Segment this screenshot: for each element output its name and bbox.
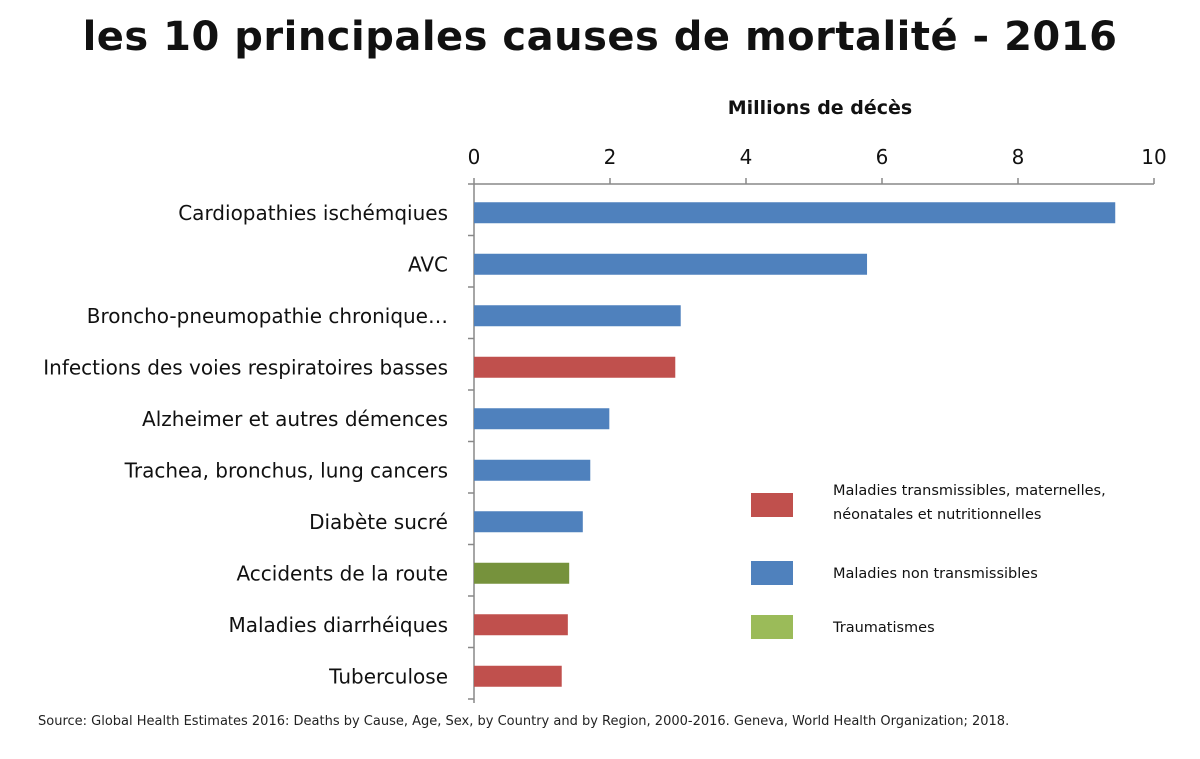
bar	[474, 562, 570, 584]
x-tick-label: 0	[468, 145, 481, 169]
legend-swatch	[751, 561, 793, 585]
x-tick-label: 6	[876, 145, 889, 169]
x-tick-label: 10	[1141, 145, 1166, 169]
legend-swatch	[751, 493, 793, 517]
bar	[474, 459, 591, 481]
legend-label: Maladies non transmissibles	[833, 566, 1038, 582]
bar	[474, 665, 562, 687]
x-tick-label: 8	[1012, 145, 1025, 169]
category-label: Broncho-pneumopathie chronique…	[87, 304, 448, 328]
legend-swatch	[751, 615, 793, 639]
category-label: Alzheimer et autres démences	[142, 407, 448, 431]
chart-title: les 10 principales causes de mortalité -…	[82, 14, 1118, 60]
bar	[474, 253, 868, 275]
bar	[474, 614, 568, 636]
legend-label: Traumatismes	[832, 620, 935, 636]
category-label: Cardiopathies ischémqiues	[178, 201, 448, 225]
category-label: Maladies diarrhéiques	[228, 613, 448, 637]
source-note: Source: Global Health Estimates 2016: De…	[38, 714, 1010, 729]
category-label: Accidents de la route	[236, 561, 448, 585]
category-label: Diabète sucré	[309, 510, 448, 534]
bar	[474, 356, 676, 378]
category-label: Infections des voies respiratoires basse…	[43, 355, 448, 379]
bar	[474, 408, 610, 430]
x-tick-label: 2	[604, 145, 617, 169]
bar	[474, 202, 1116, 224]
category-label: Trachea, bronchus, lung cancers	[124, 458, 448, 482]
bar	[474, 305, 681, 327]
x-tick-label: 4	[740, 145, 753, 169]
category-label: AVC	[408, 252, 448, 276]
legend-label: Maladies transmissibles, maternelles,	[833, 483, 1106, 499]
bar	[474, 511, 583, 533]
category-label: Tuberculose	[328, 664, 448, 688]
x-axis-label: Millions de décès	[728, 97, 913, 119]
legend-label: néonatales et nutritionnelles	[833, 507, 1041, 523]
